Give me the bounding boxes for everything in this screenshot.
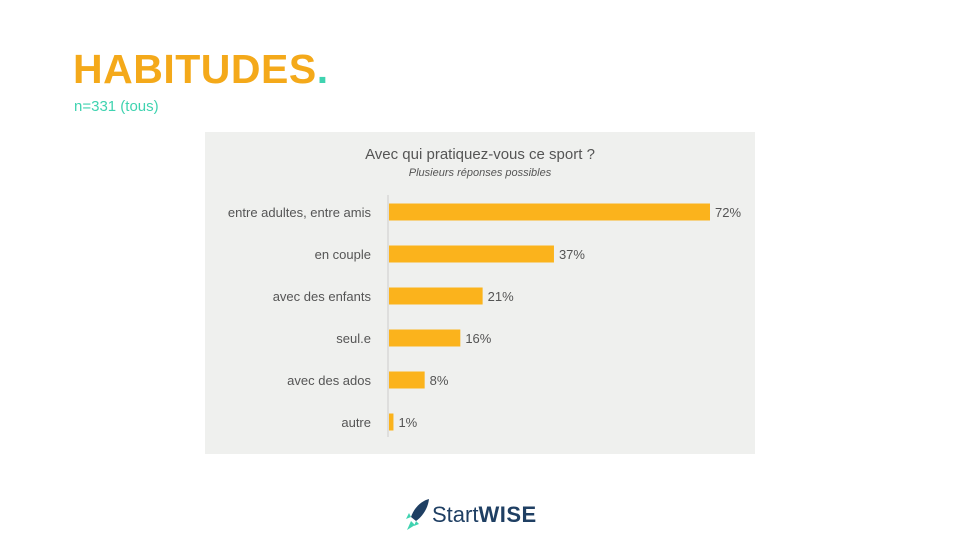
value-label: 21% <box>488 289 514 304</box>
bar <box>389 203 710 221</box>
bar <box>389 287 483 305</box>
chart-panel: Avec qui pratiquez-vous ce sport ? Plusi… <box>205 132 755 454</box>
bar <box>389 371 425 389</box>
startwise-logo: StartWISE <box>405 497 565 537</box>
value-label: 16% <box>465 331 491 346</box>
page-title-dot: . <box>316 46 329 92</box>
category-label: avec des ados <box>287 373 371 388</box>
value-label: 8% <box>430 373 449 388</box>
logo-text: StartWISE <box>432 501 537 529</box>
logo-text-wise: WISE <box>478 502 537 527</box>
page-title-text: HABITUDES <box>73 46 317 92</box>
bar <box>389 413 394 431</box>
rocket-icon <box>406 499 429 530</box>
bar <box>389 329 461 347</box>
page-title: HABITUDES. <box>73 44 329 94</box>
logo-text-start: Start <box>432 502 479 527</box>
value-label: 37% <box>559 247 585 262</box>
category-label: avec des enfants <box>273 289 372 304</box>
value-label: 1% <box>398 415 417 430</box>
category-label: seul.e <box>336 331 371 346</box>
category-label: autre <box>341 415 371 430</box>
bars-group: entre adultes, entre amis 72% en couple 37%… <box>228 203 741 431</box>
category-label: en couple <box>315 247 371 262</box>
value-label: 72% <box>715 205 741 220</box>
chart-subtitle: Plusieurs réponses possibles <box>409 167 552 179</box>
page-subtitle: n=331 (tous) <box>74 98 159 115</box>
bar-chart: Avec qui pratiquez-vous ce sport ? Plusi… <box>228 146 741 437</box>
bar <box>389 245 554 263</box>
chart-title: Avec qui pratiquez-vous ce sport ? <box>365 146 595 163</box>
category-label: entre adultes, entre amis <box>228 205 372 220</box>
